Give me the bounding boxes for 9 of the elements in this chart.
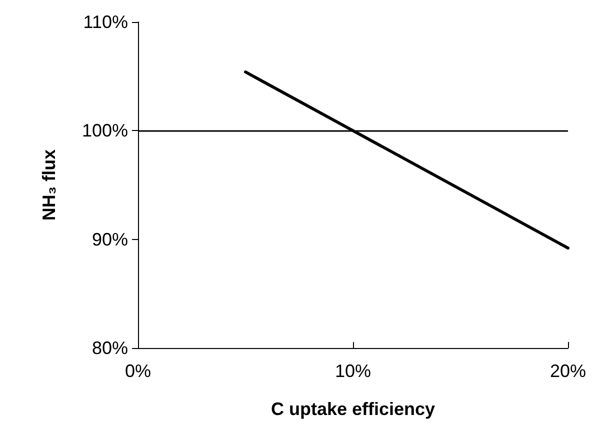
y-tick-label: 90% [92,229,128,250]
y-tick-label: 110% [83,12,128,32]
x-tick-label: 0% [124,361,152,381]
x-tick-label: 20% [550,361,586,381]
x-tick-label: 10% [334,361,372,381]
y-axis-title: NH₃ flux [39,149,59,221]
y-tick-label: 100% [82,120,128,141]
y-tick-label: 80% [92,338,128,358]
x-axis-title: C uptake efficiency [270,399,436,419]
